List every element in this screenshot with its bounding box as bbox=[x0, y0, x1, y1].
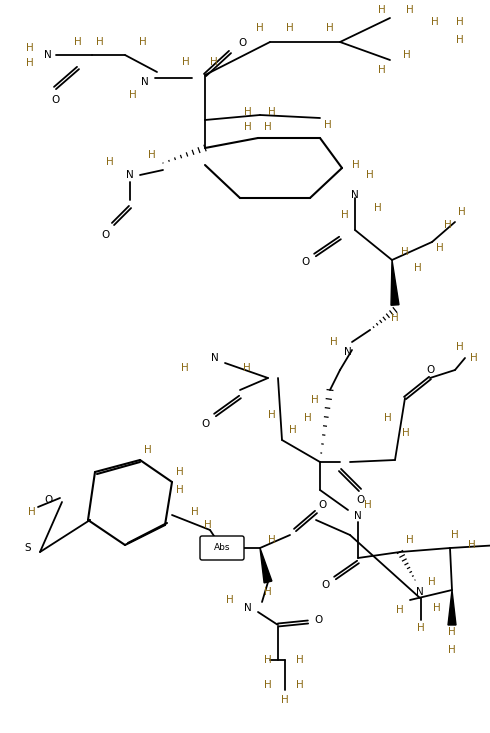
Text: H: H bbox=[456, 17, 464, 27]
Text: H: H bbox=[268, 107, 276, 117]
Text: H: H bbox=[264, 587, 272, 597]
Text: H: H bbox=[433, 603, 441, 613]
Text: H: H bbox=[448, 645, 456, 655]
Text: H: H bbox=[352, 160, 360, 170]
Text: O: O bbox=[44, 495, 52, 505]
Text: O: O bbox=[314, 615, 322, 625]
Text: H: H bbox=[470, 353, 478, 363]
Text: H: H bbox=[244, 107, 252, 117]
Text: H: H bbox=[139, 37, 147, 47]
Text: N: N bbox=[126, 170, 134, 180]
Text: N: N bbox=[44, 50, 52, 60]
Text: H: H bbox=[74, 37, 82, 47]
Text: H: H bbox=[96, 37, 104, 47]
Text: O: O bbox=[426, 365, 434, 375]
Text: H: H bbox=[414, 263, 422, 273]
Text: H: H bbox=[226, 595, 234, 605]
Text: H: H bbox=[176, 485, 184, 495]
Text: H: H bbox=[403, 50, 411, 60]
Text: H: H bbox=[401, 247, 409, 257]
Text: H: H bbox=[378, 65, 386, 75]
Polygon shape bbox=[448, 590, 456, 625]
Text: H: H bbox=[286, 23, 294, 33]
Text: H: H bbox=[311, 395, 319, 405]
Text: H: H bbox=[296, 655, 304, 665]
Text: H: H bbox=[264, 122, 272, 132]
Text: H: H bbox=[264, 680, 272, 690]
Text: H: H bbox=[176, 467, 184, 477]
Text: H: H bbox=[26, 58, 34, 68]
Text: H: H bbox=[129, 90, 137, 100]
Text: O: O bbox=[238, 38, 246, 48]
Text: N: N bbox=[351, 190, 359, 200]
Text: H: H bbox=[444, 220, 452, 230]
Text: H: H bbox=[304, 413, 312, 423]
Text: H: H bbox=[378, 5, 386, 15]
Text: H: H bbox=[406, 5, 414, 15]
Text: O: O bbox=[51, 95, 59, 105]
Text: H: H bbox=[204, 520, 212, 530]
Text: H: H bbox=[374, 203, 382, 213]
Text: N: N bbox=[141, 77, 149, 87]
Text: H: H bbox=[391, 313, 399, 323]
Text: N: N bbox=[354, 511, 362, 521]
Text: H: H bbox=[182, 57, 190, 67]
Text: N: N bbox=[344, 347, 352, 357]
Text: O: O bbox=[201, 419, 209, 429]
Text: H: H bbox=[396, 605, 404, 615]
Text: H: H bbox=[324, 120, 332, 130]
Text: H: H bbox=[468, 540, 476, 550]
Text: H: H bbox=[402, 428, 410, 438]
Text: H: H bbox=[26, 43, 34, 53]
Text: O: O bbox=[301, 257, 309, 267]
Polygon shape bbox=[391, 260, 399, 305]
Text: O: O bbox=[356, 495, 364, 505]
Text: H: H bbox=[366, 170, 374, 180]
Text: H: H bbox=[451, 530, 459, 540]
Text: H: H bbox=[244, 122, 252, 132]
Text: H: H bbox=[431, 17, 439, 27]
Text: N: N bbox=[211, 353, 219, 363]
Text: O: O bbox=[101, 230, 109, 240]
Text: H: H bbox=[181, 363, 189, 373]
Text: H: H bbox=[364, 500, 372, 510]
Text: H: H bbox=[210, 57, 218, 67]
Text: H: H bbox=[268, 410, 276, 420]
Text: H: H bbox=[264, 655, 272, 665]
Text: H: H bbox=[330, 337, 338, 347]
Text: H: H bbox=[296, 680, 304, 690]
Text: H: H bbox=[341, 210, 349, 220]
Polygon shape bbox=[260, 548, 272, 583]
Text: H: H bbox=[428, 577, 436, 587]
Text: H: H bbox=[28, 507, 36, 517]
Text: Abs: Abs bbox=[214, 543, 230, 553]
Text: H: H bbox=[448, 627, 456, 637]
Text: H: H bbox=[243, 363, 251, 373]
Text: H: H bbox=[456, 35, 464, 45]
Text: H: H bbox=[406, 535, 414, 545]
Text: H: H bbox=[148, 150, 156, 160]
Text: N: N bbox=[416, 587, 424, 597]
Text: O: O bbox=[321, 580, 329, 590]
Text: H: H bbox=[458, 207, 466, 217]
Text: H: H bbox=[144, 445, 152, 455]
Text: H: H bbox=[456, 342, 464, 352]
Text: S: S bbox=[24, 543, 31, 553]
Text: H: H bbox=[268, 535, 276, 545]
Text: H: H bbox=[289, 425, 297, 435]
Text: H: H bbox=[417, 623, 425, 633]
Text: H: H bbox=[191, 507, 199, 517]
Text: N: N bbox=[244, 603, 252, 613]
Text: H: H bbox=[436, 243, 444, 253]
Text: H: H bbox=[106, 157, 114, 167]
Text: H: H bbox=[384, 413, 392, 423]
Text: O: O bbox=[318, 500, 326, 510]
Text: H: H bbox=[256, 23, 264, 33]
FancyBboxPatch shape bbox=[200, 536, 244, 560]
Text: H: H bbox=[281, 695, 289, 705]
Text: H: H bbox=[326, 23, 334, 33]
